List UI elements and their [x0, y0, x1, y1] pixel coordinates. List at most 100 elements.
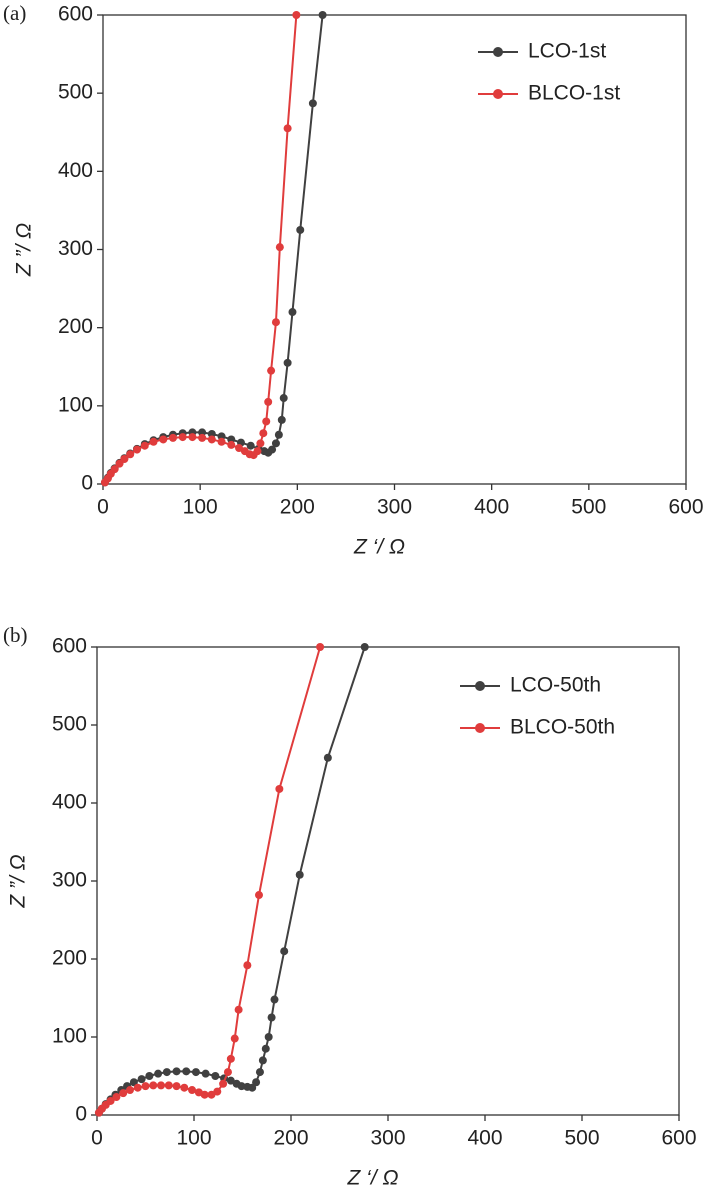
data-point [279, 394, 288, 403]
y-tick-label: 200 [52, 947, 87, 970]
data-point [110, 465, 119, 474]
data-point [226, 1054, 235, 1063]
data-point [253, 447, 262, 456]
panel-label: (a) [3, 1, 26, 25]
data-point [217, 437, 226, 446]
y-tick-label: 200 [58, 315, 93, 338]
series-line [104, 14, 298, 484]
y-axis-label: Z ”/ Ω [7, 854, 30, 908]
legend-label: LCO-1st [528, 40, 606, 63]
legend-marker [493, 47, 503, 57]
data-point [182, 1067, 191, 1076]
y-tick-label: 500 [58, 81, 93, 104]
data-point [277, 415, 286, 424]
y-tick-label: 100 [58, 393, 93, 416]
x-tick-label: 300 [377, 496, 412, 519]
data-point [267, 1013, 276, 1022]
data-point [252, 1078, 261, 1087]
data-point [125, 1086, 134, 1095]
data-point [296, 225, 305, 234]
data-point [207, 435, 216, 444]
data-point [168, 433, 177, 442]
data-point [112, 1093, 121, 1102]
data-point [268, 445, 277, 454]
data-point [255, 1068, 264, 1077]
x-tick-label: 300 [370, 1127, 405, 1150]
y-tick-label: 0 [81, 472, 93, 495]
data-point [159, 435, 168, 444]
data-point [157, 1081, 166, 1090]
data-point [198, 428, 207, 437]
data-point [198, 433, 207, 442]
y-axis-label: Z ”/ Ω [13, 223, 36, 277]
panel-label: (b) [3, 623, 28, 647]
y-tick-label: 600 [52, 635, 87, 658]
y-tick-label: 300 [52, 869, 87, 892]
x-tick-label: 0 [91, 1127, 103, 1150]
data-point [230, 1034, 239, 1043]
x-tick-label: 200 [280, 496, 315, 519]
data-point [188, 433, 197, 442]
y-tick-label: 400 [52, 791, 87, 814]
data-point [258, 1056, 267, 1065]
data-point [141, 1082, 150, 1091]
legend-marker [475, 723, 485, 733]
data-point [256, 439, 265, 448]
data-point [172, 1082, 181, 1091]
data-point [283, 124, 292, 133]
series-line [98, 646, 322, 1114]
data-point [120, 454, 129, 463]
x-tick-label: 0 [97, 496, 109, 519]
data-point [271, 439, 280, 448]
data-point [280, 947, 289, 956]
data-point [308, 99, 317, 108]
legend-label: BLCO-50th [510, 716, 615, 739]
data-point [267, 366, 276, 375]
x-tick-label: 400 [467, 1127, 502, 1150]
data-point [140, 441, 149, 450]
data-point [219, 1079, 228, 1088]
data-point [261, 1044, 270, 1053]
data-point [149, 1081, 158, 1090]
legend-label: BLCO-1st [528, 82, 620, 105]
data-point [283, 358, 292, 367]
data-point [217, 432, 226, 441]
series-line [98, 646, 366, 1114]
data-point [264, 397, 273, 406]
data-point [178, 433, 187, 442]
data-point [162, 1068, 171, 1077]
data-point [133, 1083, 142, 1092]
x-tick-label: 500 [571, 496, 606, 519]
data-point [275, 243, 284, 252]
legend-marker [475, 681, 485, 691]
x-tick-label: 100 [176, 1127, 211, 1150]
data-point [234, 1005, 243, 1014]
data-point [154, 1069, 163, 1078]
data-point [227, 440, 236, 449]
data-point [316, 643, 325, 651]
x-tick-label: 600 [668, 496, 703, 519]
data-point [188, 1086, 197, 1095]
data-point [207, 429, 216, 438]
data-point [254, 891, 263, 900]
data-point [360, 643, 369, 651]
data-point [126, 450, 135, 459]
data-point [137, 1075, 146, 1084]
data-point [288, 308, 297, 317]
data-point [275, 784, 284, 793]
data-point [180, 1083, 189, 1092]
data-point [213, 1087, 222, 1096]
legend-marker [493, 89, 503, 99]
data-point [164, 1081, 173, 1090]
data-point [133, 445, 142, 454]
data-point [200, 1090, 209, 1099]
y-tick-label: 0 [75, 1103, 87, 1126]
x-axis-label: Z ‘/ Ω [347, 1167, 399, 1190]
series-line [104, 14, 324, 483]
data-point [145, 1072, 154, 1080]
y-tick-label: 600 [58, 3, 93, 26]
data-point [119, 1089, 128, 1098]
data-point [246, 441, 255, 450]
data-point [211, 1072, 220, 1080]
